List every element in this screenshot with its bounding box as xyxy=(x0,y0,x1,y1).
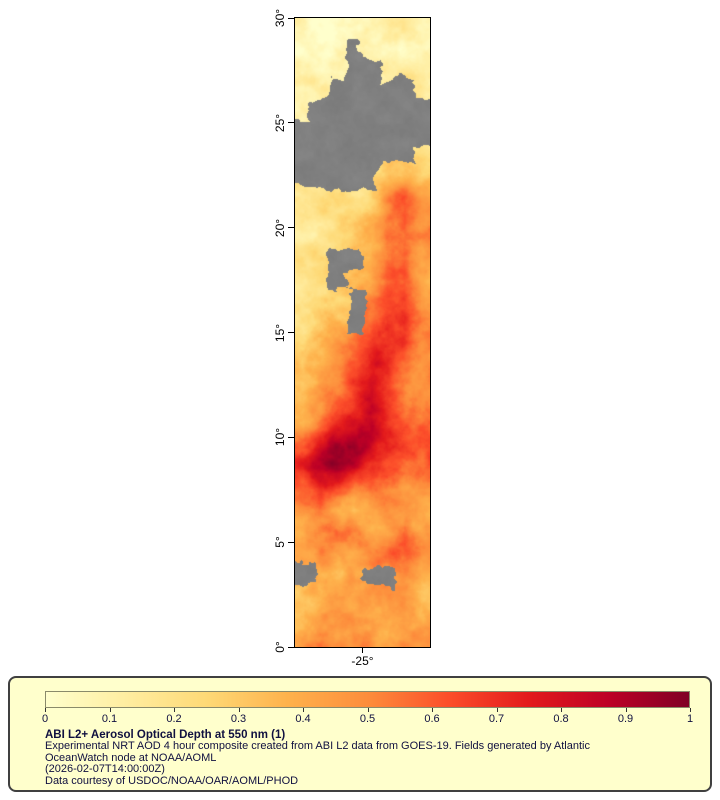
colorbar-area: 0 0.1 0.2 0.3 0.4 0.5 0.6 0.7 0.8 0.9 1 xyxy=(41,691,694,733)
colorbar-tick-label: 0 xyxy=(41,713,49,725)
colorbar-tick-label: 0.1 xyxy=(101,713,118,725)
x-tick-label: -25° xyxy=(351,654,374,668)
y-tick-label: 20° xyxy=(273,218,287,237)
y-tick-label: 10° xyxy=(273,428,287,447)
colorbar-tick-label: 0.5 xyxy=(359,713,376,725)
colorbar-tick xyxy=(367,708,369,712)
colorbar-tick-label: 0.6 xyxy=(424,713,440,725)
colorbar-tick xyxy=(303,708,304,712)
colorbar-tick-label: 0.8 xyxy=(553,713,569,725)
colorbar-tick-label: 0.2 xyxy=(166,713,182,725)
colorbar-tick xyxy=(496,708,498,712)
colorbar-tick xyxy=(625,708,627,712)
colorbar-tick xyxy=(174,708,175,712)
y-tick-label: 25° xyxy=(273,113,287,132)
map-plot-area xyxy=(294,17,431,648)
colorbar-tick xyxy=(690,708,691,712)
colorbar-gradient xyxy=(45,691,690,708)
y-tick-label: 5° xyxy=(273,536,287,548)
colorbar-tick-label: 0.3 xyxy=(230,713,247,725)
colorbar-tick xyxy=(432,708,433,712)
colorbar-tick xyxy=(561,708,562,712)
legend-title: ABI L2+ Aerosol Optical Depth at 550 nm … xyxy=(45,729,286,741)
y-tick-label: 0° xyxy=(273,641,287,653)
colorbar-tick xyxy=(45,708,46,712)
colorbar-tick-label: 0.9 xyxy=(617,713,634,725)
colorbar-tick xyxy=(238,708,240,712)
legend-credit: Data courtesy of USDOC/NOAA/OAR/AOML/PHO… xyxy=(45,774,299,787)
colorbar-tick-label: 0.4 xyxy=(295,713,311,725)
aod-map-canvas xyxy=(295,18,430,647)
colorbar-tick xyxy=(109,708,111,712)
y-tick-label: 30° xyxy=(273,8,287,28)
colorbar-legend-panel: 0 0.1 0.2 0.3 0.4 0.5 0.6 0.7 0.8 0.9 1 ABI L2+ Ae… xyxy=(8,676,712,792)
legend-timestamp: (2026-02-07T14:00:00Z) xyxy=(45,763,165,776)
legend-text-block: ABI L2+ Aerosol Optical Depth at 550 nm … xyxy=(45,729,590,787)
colorbar-tick-label: 0.7 xyxy=(488,713,505,725)
legend-subtitle-line2: OceanWatch node at NOAA/AOML xyxy=(45,751,217,764)
colorbar-tick-label: 1 xyxy=(686,713,694,725)
legend-subtitle-line1: Experimental NRT AOD 4 hour composite cr… xyxy=(45,740,590,753)
y-tick-label: 15° xyxy=(273,323,287,342)
